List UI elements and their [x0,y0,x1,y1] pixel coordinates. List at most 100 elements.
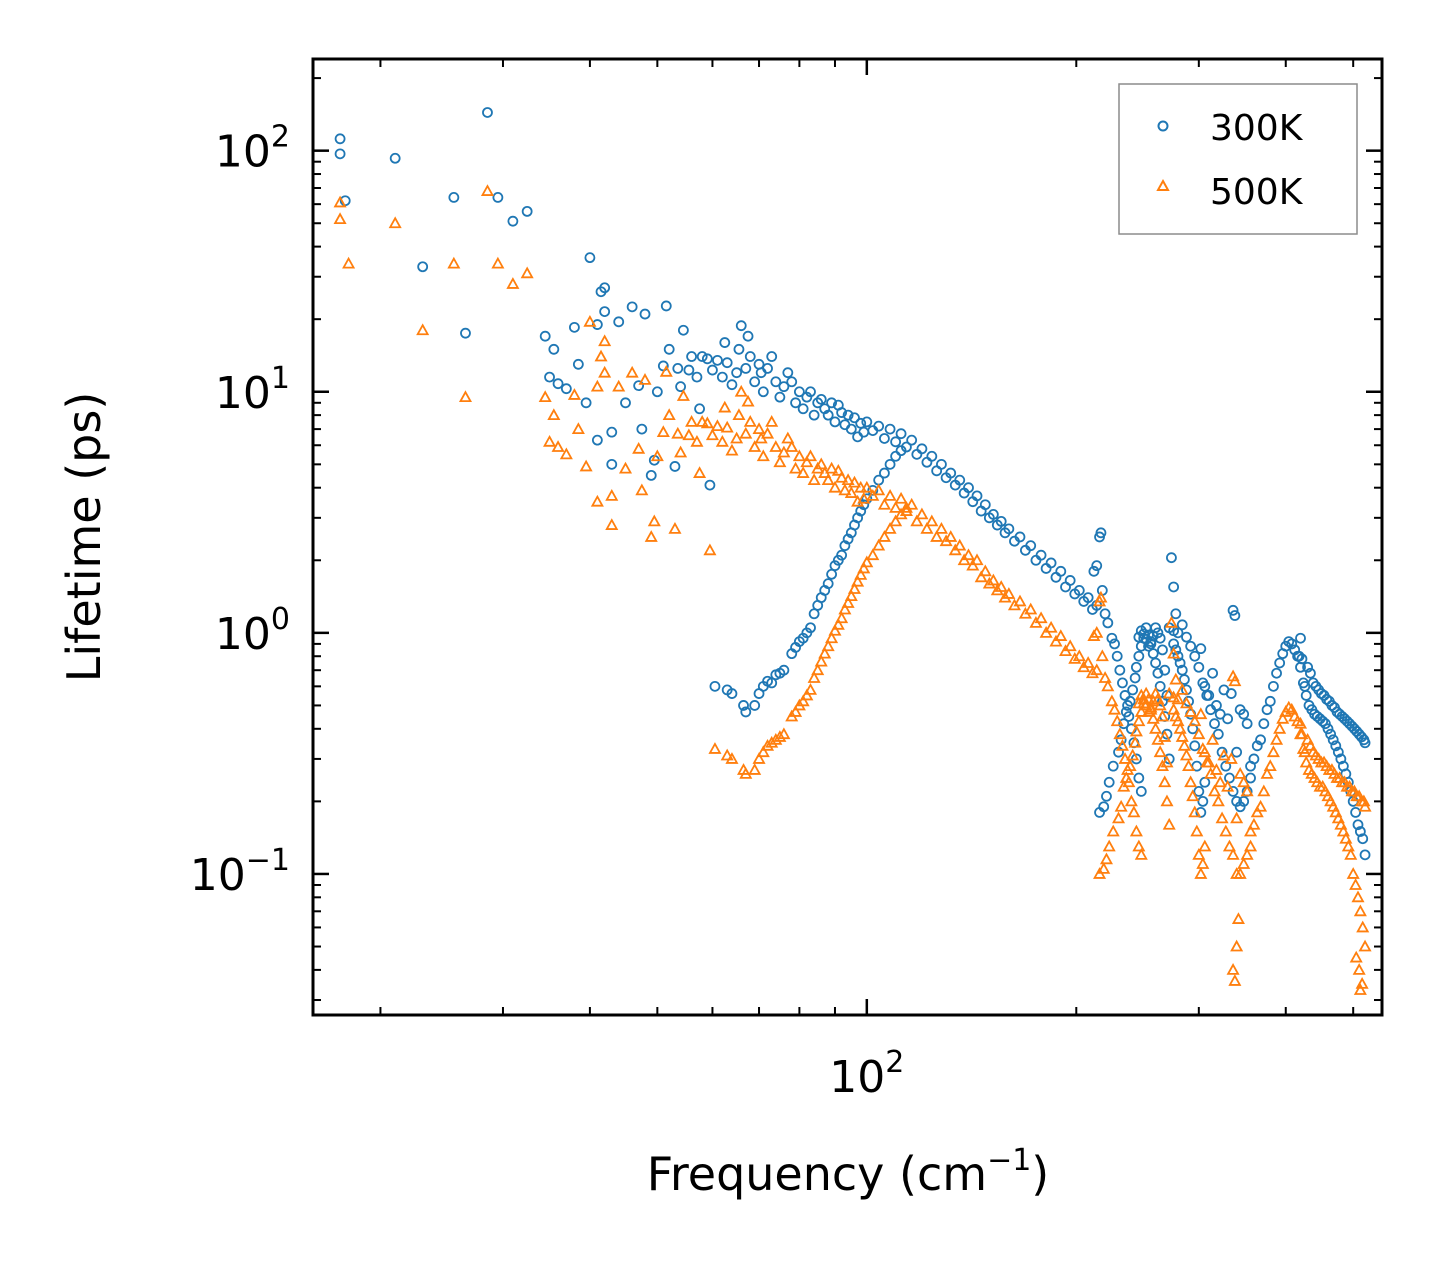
point-300K [1229,610,1241,621]
point-300K [740,362,752,374]
point-300K [1157,644,1168,656]
point-300K [793,386,805,398]
point-300K [774,391,786,403]
point-300K [572,358,584,370]
point-300K [815,393,827,405]
point-500K [583,314,597,327]
point-300K [742,330,754,342]
point-500K [769,440,783,452]
point-500K [743,415,757,427]
point-300K [1274,657,1286,669]
point-500K [538,390,552,403]
point-500K [844,589,858,602]
point-500K [857,491,871,504]
point-500K [1171,692,1185,705]
point-500K [773,455,787,468]
point-300K [1296,653,1308,665]
point-300K [1207,667,1219,679]
point-500K [752,422,766,435]
point-300K [544,371,555,383]
point-300K [890,436,902,448]
point-300K [826,568,837,580]
point-300K [1222,713,1234,725]
point-500K [889,500,903,513]
point-300K [1168,581,1180,593]
point-300K [1101,790,1112,802]
point-300K [836,407,848,418]
point-300K [987,508,999,520]
point-300K [660,300,672,312]
point-300K [1088,565,1100,577]
point-500K [1228,674,1242,687]
point-300K [1055,565,1067,577]
point-500K [785,440,799,452]
point-500K [910,514,924,527]
point-500K [662,408,676,421]
point-500K [841,473,855,486]
point-300K [1357,833,1369,845]
point-500K [825,631,839,644]
point-500K [844,486,858,498]
point-500K [1114,799,1128,812]
point-500K [1169,672,1183,685]
point-500K [1087,629,1101,641]
y-tick-label-exp: 0 [271,602,290,637]
point-500K [821,473,835,486]
point-300K [1133,772,1145,784]
point-300K [1199,680,1211,692]
point-300K [1327,734,1339,746]
point-300K [696,351,708,362]
point-300K [1014,531,1026,543]
point-500K [796,466,810,478]
point-300K [1293,650,1305,662]
point-500K [1233,867,1247,879]
point-500K [847,475,862,488]
major-ticks [313,59,1382,1015]
point-500K [638,373,652,385]
point-500K [1196,857,1210,869]
point-500K [1303,738,1317,751]
point-500K [1299,755,1313,768]
point-300K [861,416,873,428]
point-300K [1199,776,1211,788]
point-500K [1358,939,1372,952]
point-500K [1336,824,1350,837]
point-500K [598,334,612,347]
point-500K [1349,950,1363,963]
point-300K [599,306,611,318]
point-300K [826,397,837,409]
point-500K [520,266,534,279]
point-500K [480,184,494,196]
point-300K [858,499,870,511]
point-500K [571,422,585,435]
point-300K [672,362,684,374]
point-500K [693,466,707,478]
point-300K [744,351,756,362]
x-axis-label-tail: ) [1031,1147,1049,1201]
point-500K [818,646,832,659]
point-500K [1160,755,1174,768]
point-500K [605,518,619,530]
y-tick-label: 101 [215,361,290,419]
y-tick-label: 102 [215,120,290,178]
point-500K [807,671,821,683]
point-500K [1097,861,1111,874]
point-500K [720,748,734,761]
point-300K [1321,693,1333,705]
point-500K [1341,839,1355,852]
point-500K [982,576,996,589]
point-500K [671,426,685,439]
point-300K [1354,826,1366,837]
point-500K [1273,721,1287,734]
legend-frame [1118,83,1358,235]
point-500K [1113,727,1127,740]
point-300K [482,107,493,118]
point-500K [1352,963,1366,975]
point-300K [719,337,731,348]
point-500K [725,752,739,764]
point-300K [1095,527,1107,539]
point-500K [676,389,690,401]
point-500K [1112,811,1126,824]
point-300K [842,533,854,545]
point-500K [1149,686,1163,699]
